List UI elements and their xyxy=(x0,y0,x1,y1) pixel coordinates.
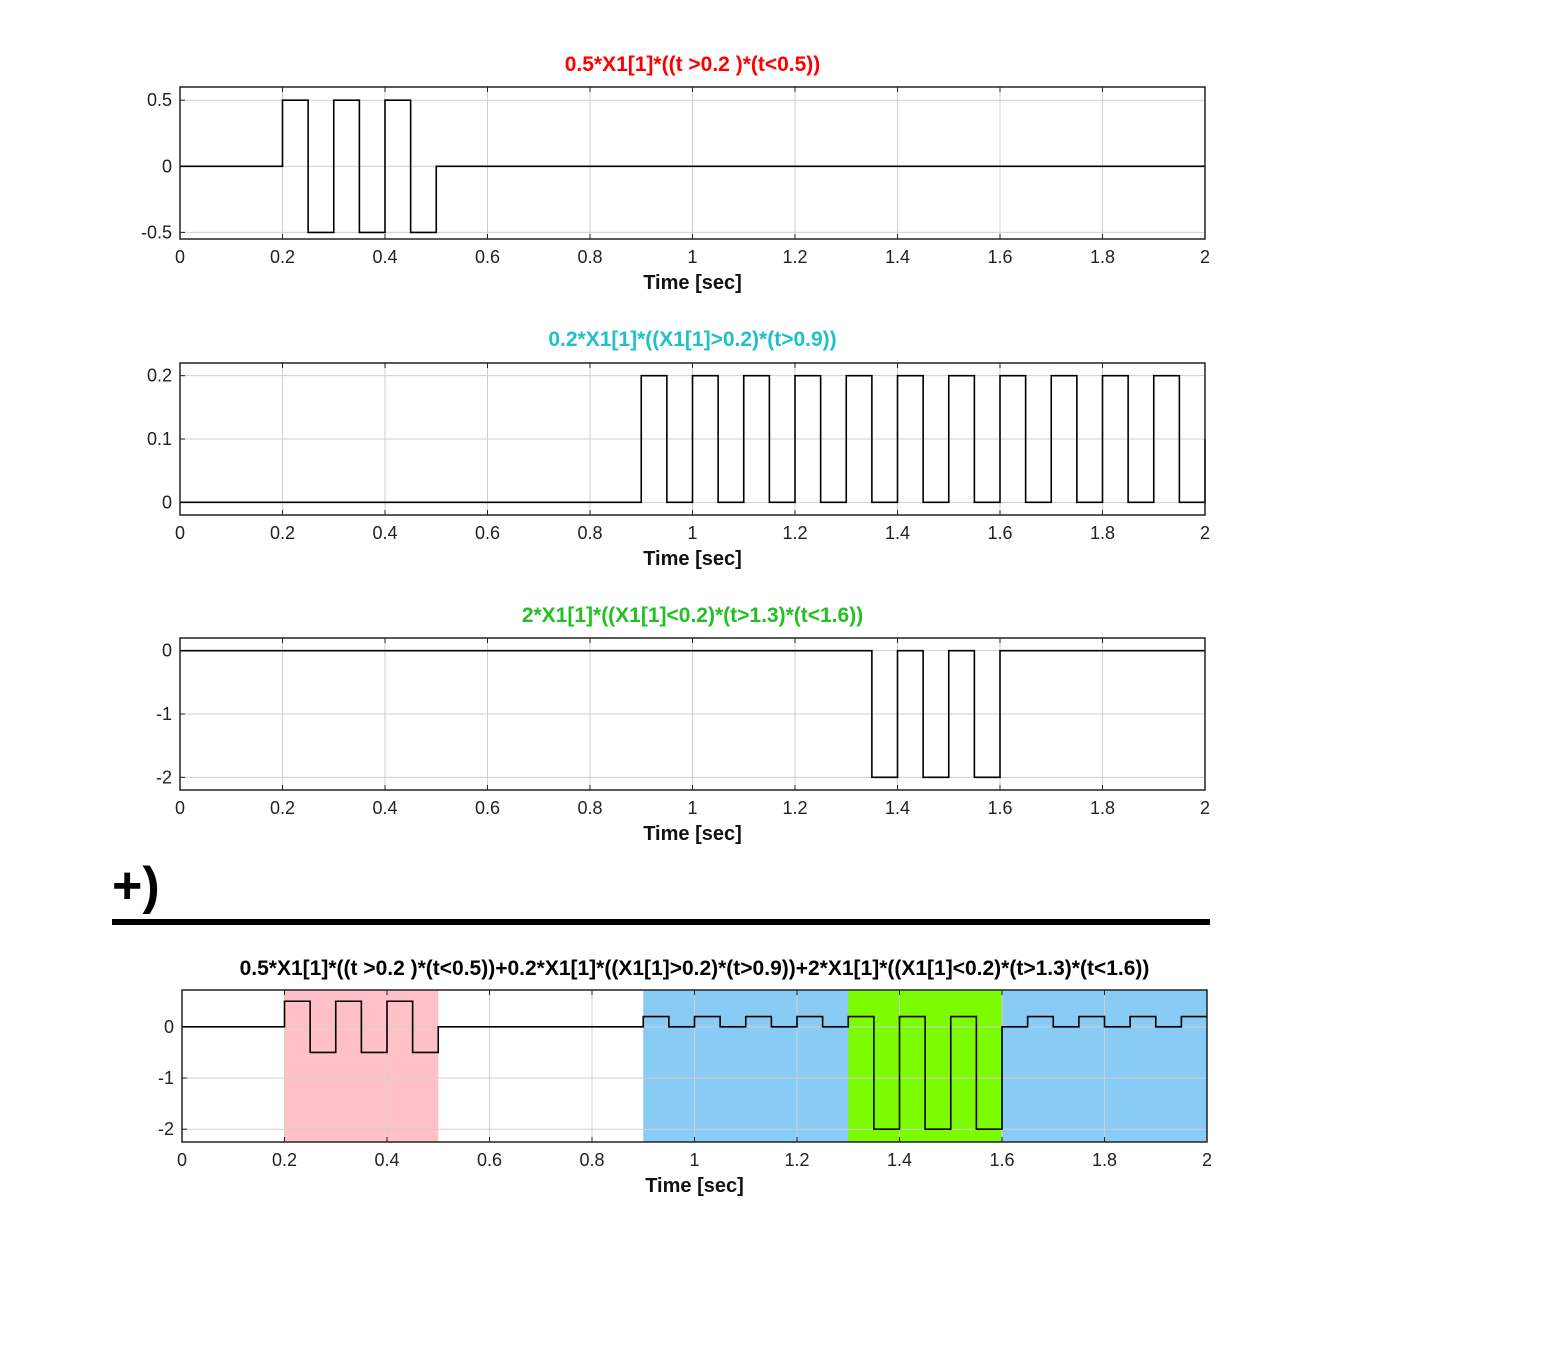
x-tick-label: 2 xyxy=(1202,1150,1212,1170)
plot-frame xyxy=(179,86,1206,240)
y-tick-label: -1 xyxy=(156,704,172,724)
x-tick-label: 1.4 xyxy=(885,798,910,818)
x-tick-label: 1.4 xyxy=(885,523,910,543)
x-tick-label: 0.4 xyxy=(372,247,397,267)
x-tick-label: 1 xyxy=(687,798,697,818)
y-tick-label: 0 xyxy=(162,492,172,512)
x-tick-label: 1 xyxy=(687,523,697,543)
y-tick-label: -0.5 xyxy=(141,222,172,242)
x-tick-label: 1.2 xyxy=(784,1150,809,1170)
x-tick-label: 0.6 xyxy=(475,523,500,543)
x-tick-label: 1 xyxy=(689,1150,699,1170)
x-tick-label: 0.8 xyxy=(577,798,602,818)
chart-2: 0 0.2 0.4 0.6 0.8 1 1.2 1.4 1.6 1.8 2 0.2 0.1 0 0.2*X1… xyxy=(147,328,1210,570)
y-tick-label: 0.2 xyxy=(147,366,172,386)
x-tick-label: 1.6 xyxy=(987,247,1012,267)
x-tick-label: 0.6 xyxy=(475,247,500,267)
chart-title: 2*X1[1]*((X1[1]<0.2)*(t>1.3)*(t<1.6)) xyxy=(522,604,863,627)
plot-frame xyxy=(181,989,1208,1143)
x-tick-label: 1.6 xyxy=(989,1150,1014,1170)
x-tick-label: 1.2 xyxy=(782,798,807,818)
plot-frame xyxy=(179,362,1206,516)
chart-title: 0.5*X1[1]*((t >0.2 )*(t<0.5))+0.2*X1[1]*… xyxy=(240,957,1150,980)
signal-trace xyxy=(180,649,1205,779)
x-tick-label: 0.2 xyxy=(272,1150,297,1170)
y-tick-label: 0 xyxy=(162,641,172,661)
x-tick-label: 2 xyxy=(1200,798,1210,818)
y-tick-label: 0.1 xyxy=(147,429,172,449)
x-axis-label: Time [sec] xyxy=(643,548,742,570)
x-tick-label: 1.6 xyxy=(987,798,1012,818)
y-tick-label: 0 xyxy=(162,156,172,176)
x-tick-label: 0.8 xyxy=(577,247,602,267)
signal-trace xyxy=(180,99,1205,234)
x-axis-label: Time [sec] xyxy=(643,272,742,294)
x-axis-label: Time [sec] xyxy=(645,1175,744,1197)
x-tick-label: 0.8 xyxy=(577,523,602,543)
plot-frame xyxy=(179,637,1206,791)
y-tick-label: -2 xyxy=(156,767,172,787)
y-tick-label: 0.5 xyxy=(147,90,172,110)
charts-layer: 0 0.2 0.4 0.6 0.8 1 1.2 1.4 1.6 1.8 20.50-0.50.5*X… xyxy=(141,53,1212,1197)
chart-1: 0 0.2 0.4 0.6 0.8 1 1.2 1.4 1.6 1.8 20.50-0.50.5*X… xyxy=(141,53,1210,294)
signal-trace xyxy=(180,374,1206,504)
x-tick-label: 0 xyxy=(175,523,185,543)
x-tick-label: 0.4 xyxy=(374,1150,399,1170)
chart-4: 0 0.2 0.4 0.6 0.8 1 1.2 1.4 1.6 1.8 2 0 -1 -2 0.5*X1[1… xyxy=(158,957,1212,1197)
chart-title: 0.2*X1[1]*((X1[1]>0.2)*(t>0.9)) xyxy=(548,328,836,351)
x-axis-label: Time [sec] xyxy=(643,823,742,845)
x-tick-label: 0.4 xyxy=(372,523,397,543)
x-tick-label: 0.6 xyxy=(475,798,500,818)
x-tick-label: 0 xyxy=(177,1150,187,1170)
operator-plus: +) xyxy=(112,857,160,915)
y-tick-label: -1 xyxy=(158,1068,174,1088)
x-tick-label: 0.8 xyxy=(579,1150,604,1170)
chart-3: 0 0.2 0.4 0.6 0.8 1 1.2 1.4 1.6 1.8 2 0 -1 -2 2*X1[1]*… xyxy=(156,604,1210,845)
x-tick-label: 0.2 xyxy=(270,798,295,818)
x-tick-label: 0.4 xyxy=(372,798,397,818)
x-tick-label: 0.2 xyxy=(270,247,295,267)
chart-title: 0.5*X1[1]*((t >0.2 )*(t<0.5)) xyxy=(565,53,821,76)
x-tick-label: 0.2 xyxy=(270,523,295,543)
x-tick-label: 2 xyxy=(1200,523,1210,543)
signal-trace xyxy=(182,1000,1207,1131)
x-tick-label: 1.2 xyxy=(782,247,807,267)
x-tick-label: 1.2 xyxy=(782,523,807,543)
x-tick-label: 1.8 xyxy=(1090,523,1115,543)
x-tick-label: 0 xyxy=(175,798,185,818)
x-tick-label: 1.8 xyxy=(1090,247,1115,267)
y-tick-label: -2 xyxy=(158,1119,174,1139)
x-tick-label: 0.6 xyxy=(477,1150,502,1170)
y-tick-label: 0 xyxy=(164,1017,174,1037)
x-tick-label: 1.8 xyxy=(1092,1150,1117,1170)
x-tick-label: 1.8 xyxy=(1090,798,1115,818)
x-tick-label: 1 xyxy=(687,247,697,267)
x-tick-label: 1.4 xyxy=(887,1150,912,1170)
x-tick-label: 1.6 xyxy=(987,523,1012,543)
x-tick-label: 0 xyxy=(175,247,185,267)
x-tick-label: 2 xyxy=(1200,247,1210,267)
x-tick-label: 1.4 xyxy=(885,247,910,267)
